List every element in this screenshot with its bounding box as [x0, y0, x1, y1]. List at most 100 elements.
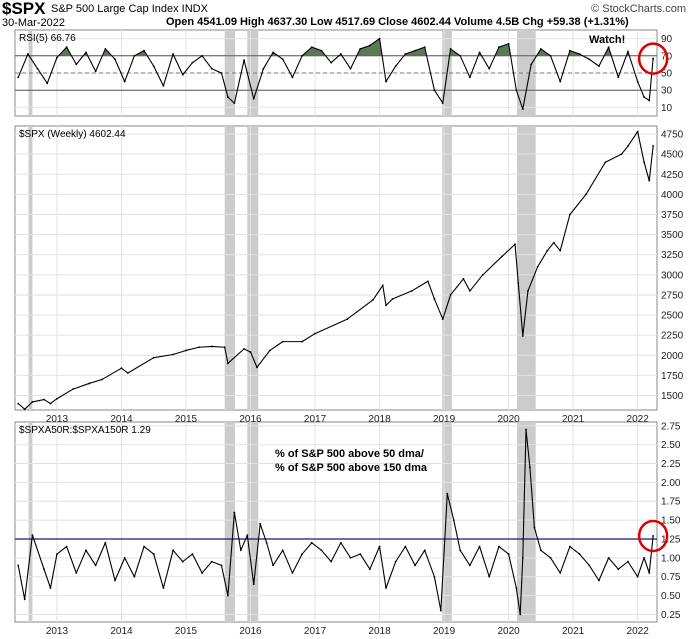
price-data-point	[427, 280, 429, 283]
rsi-data-point	[210, 67, 213, 70]
rsi-data-point	[252, 97, 255, 100]
ratio-data-point	[648, 572, 651, 574]
rsi-data-point	[468, 76, 471, 79]
ratio-data-point	[259, 522, 262, 525]
ratio-x-tick-label: 2016	[239, 626, 262, 637]
price-y-tick-label: 2250	[661, 331, 684, 342]
ratio-data-point	[246, 534, 249, 537]
rsi-data-point	[227, 96, 229, 98]
ratio-data-point	[368, 568, 371, 571]
rsi-data-point	[27, 53, 29, 55]
rsi-data-point	[75, 63, 78, 66]
ratio-highlight-circle	[637, 519, 669, 553]
price-data-point	[249, 351, 252, 353]
price-data-point	[72, 388, 74, 390]
ratio-panel-frame	[14, 421, 658, 623]
ratio-data-point	[525, 428, 527, 431]
ratio-data-point	[172, 549, 174, 552]
ratio-data-point	[330, 560, 333, 563]
rsi-data-point	[143, 49, 145, 52]
rsi-data-point	[368, 44, 371, 47]
price-data-point	[31, 401, 34, 403]
price-y-tick-label: 4500	[661, 150, 684, 161]
ratio-data-point	[17, 564, 20, 567]
ratio-y-tick-label: 1.50	[661, 516, 681, 527]
ratio-shaded-period	[516, 422, 536, 622]
rsi-data-point	[394, 65, 397, 68]
price-x-tick-label: 2017	[304, 414, 327, 425]
rsi-data-point	[152, 65, 155, 68]
price-data-point	[501, 255, 504, 258]
rsi-data-point	[191, 61, 194, 64]
price-data-point	[120, 367, 123, 370]
ratio-legend: $SPXA50R:$SPXA150R 1.29	[19, 425, 151, 436]
ratio-data-point	[519, 613, 522, 616]
price-data-point	[449, 294, 452, 296]
rsi-data-point	[433, 89, 436, 92]
rsi-data-point	[291, 76, 294, 79]
rsi-data-point	[643, 96, 645, 98]
price-data-point	[648, 179, 651, 182]
rsi-data-point	[449, 48, 452, 50]
price-data-point	[636, 130, 639, 133]
price-y-tick-label: 2500	[661, 311, 684, 322]
rsi-data-point	[588, 58, 591, 61]
ratio-data-point	[439, 609, 442, 612]
price-data-point	[514, 243, 516, 246]
price-data-point	[243, 347, 245, 350]
rsi-data-point	[339, 53, 342, 55]
ratio-data-point	[533, 526, 536, 529]
ratio-data-point	[394, 560, 397, 563]
ratio-data-point	[201, 572, 204, 574]
price-shaded-period	[224, 126, 236, 410]
rsi-data-point	[36, 67, 39, 70]
price-data-point	[585, 193, 587, 196]
rsi-data-point	[515, 89, 518, 92]
rsi-data-point	[359, 48, 362, 50]
price-data-point	[227, 362, 229, 365]
rsi-data-point	[114, 58, 116, 61]
rsi-data-point	[201, 54, 204, 57]
ratio-data-point	[339, 541, 342, 544]
rsi-data-point	[243, 59, 245, 61]
price-data-point	[49, 402, 52, 405]
rsi-data-point	[330, 61, 333, 64]
price-x-tick-label: 2020	[497, 414, 520, 425]
ratio-data-point	[162, 587, 165, 589]
ratio-x-tick-label: 2017	[304, 626, 327, 637]
price-data-point	[517, 281, 520, 284]
ratio-data-point	[56, 553, 58, 555]
rsi-y-tick-label: 30	[661, 86, 673, 97]
ratio-data-point	[143, 545, 145, 548]
ohlc-summary: Open 4541.09 High 4637.30 Low 4517.69 Cl…	[166, 16, 629, 28]
price-data-point	[372, 298, 375, 301]
ratio-data-point	[85, 549, 87, 552]
price-shaded-period	[247, 126, 259, 410]
price-y-tick-label: 4250	[661, 170, 684, 181]
rsi-data-point	[578, 53, 581, 55]
ratio-x-tick-label: 2014	[110, 626, 133, 637]
ratio-data-point	[359, 553, 362, 555]
rsi-data-point	[349, 67, 352, 70]
price-y-tick-label: 2750	[661, 290, 684, 301]
ratio-data-point	[252, 583, 255, 586]
rsi-data-point	[549, 54, 552, 57]
ratio-data-point	[446, 492, 449, 495]
source-credit[interactable]: © StockCharts.com	[591, 3, 686, 15]
ratio-data-point	[528, 466, 531, 469]
price-y-tick-label: 3000	[661, 270, 684, 281]
price-legend: $SPX (Weekly) 4602.44	[19, 129, 126, 140]
ratio-x-tick-label: 2018	[368, 626, 391, 637]
rsi-data-point	[123, 80, 126, 83]
price-data-point	[223, 346, 226, 349]
rsi-data-point	[104, 48, 107, 50]
price-y-tick-label: 1500	[661, 391, 684, 402]
ratio-data-point	[423, 549, 426, 552]
rsi-data-point	[404, 53, 407, 55]
rsi-data-point	[94, 70, 97, 73]
rsi-data-point	[385, 80, 387, 83]
rsi-highlight-circle	[637, 42, 669, 75]
ratio-data-point	[588, 564, 591, 567]
rsi-data-point	[220, 72, 223, 74]
ratio-shaded-period	[442, 422, 452, 622]
